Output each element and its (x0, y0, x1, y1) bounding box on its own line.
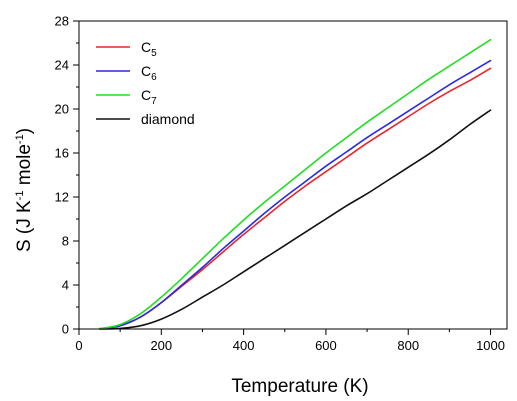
y-tick-label-20: 20 (55, 102, 69, 117)
legend-label-c7: C7 (141, 87, 157, 107)
series-line-diamond (98, 109, 492, 330)
y-axis-title-end: ) (14, 128, 35, 134)
x-tick-label-1000: 1000 (476, 338, 505, 353)
y-tick-label-16: 16 (55, 146, 69, 161)
x-tick-label-600: 600 (315, 338, 337, 353)
y-tick-label-8: 8 (62, 234, 69, 249)
plot-frame (78, 20, 508, 330)
x-tick-label-800: 800 (397, 338, 419, 353)
y-axis-title-sup-1: -1 (14, 191, 26, 201)
legend-label-c5: C5 (141, 39, 157, 59)
legend-label-c6: C6 (141, 63, 157, 83)
y-tick-label-28: 28 (55, 14, 69, 29)
y-tick-label-4: 4 (62, 278, 69, 293)
y-axis-title: S (J K-1 mole-1) (14, 128, 35, 252)
legend: C5 C6 C7 diamond (96, 39, 195, 127)
series-lines (98, 38, 492, 330)
series-line-c6 (98, 59, 492, 330)
x-axis-title: Temperature (K) (231, 376, 368, 397)
x-tick-label-200: 200 (150, 338, 172, 353)
y-axis-title-main: S (J K (14, 200, 35, 252)
y-tick-label-12: 12 (55, 190, 69, 205)
y-axis-title-mid: mole (14, 144, 35, 190)
series-line-c7 (98, 38, 492, 330)
x-tick-label-400: 400 (233, 338, 255, 353)
axis-ticks: 0 200 400 600 800 1000 0 4 8 12 16 20 24 28 (55, 14, 505, 354)
series-line-c5 (98, 67, 492, 330)
y-axis-title-sup-2: -1 (14, 134, 26, 144)
y-tick-label-0: 0 (62, 322, 69, 337)
legend-label-diamond: diamond (141, 111, 195, 127)
x-tick-label-0: 0 (75, 338, 82, 353)
y-tick-label-24: 24 (55, 58, 69, 73)
